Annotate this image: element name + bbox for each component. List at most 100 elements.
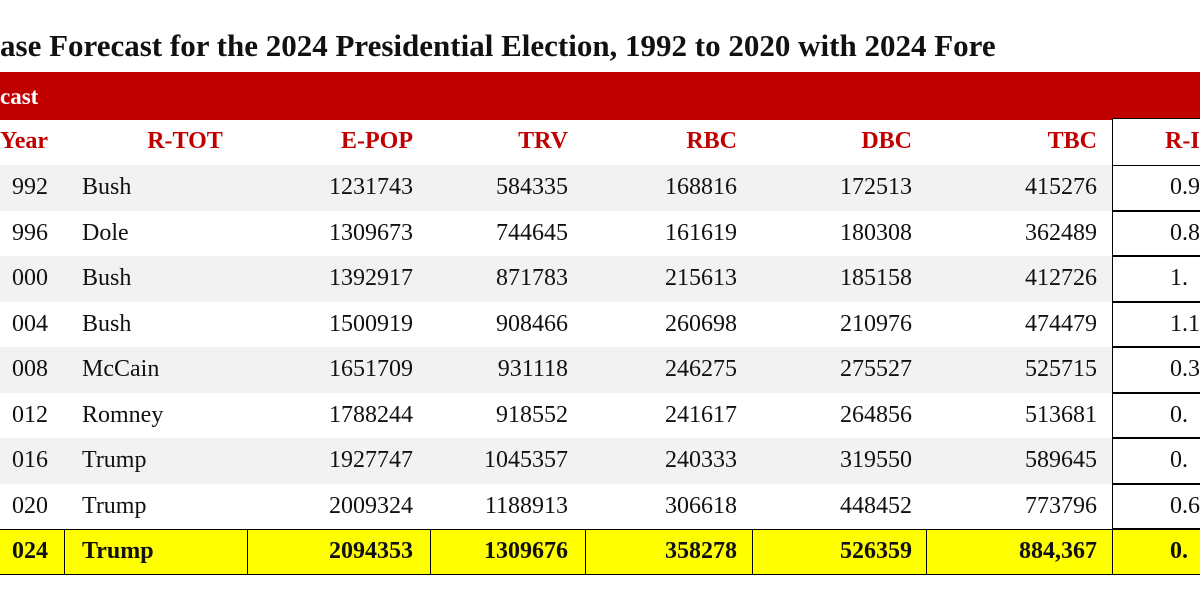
table-cell: 525715 <box>1025 356 1097 382</box>
table-cell: 161619 <box>665 219 737 246</box>
table-row <box>0 347 1112 393</box>
table-cell: 275527 <box>840 356 912 382</box>
cell-border <box>430 529 431 575</box>
table-cell: 1927747 <box>329 447 413 473</box>
last-column-cell <box>1112 165 1200 211</box>
table-row <box>0 210 1112 256</box>
table-cell: 020 <box>12 492 48 519</box>
table-cell: 1788244 <box>329 401 413 428</box>
table-row <box>0 301 1112 347</box>
table-cell: 000 <box>12 265 48 291</box>
table-cell: 1. <box>1170 265 1188 291</box>
table-cell: Dole <box>82 219 129 246</box>
table-cell: 016 <box>12 447 48 473</box>
table-cell: 584335 <box>496 174 568 200</box>
table-cell: 241617 <box>665 401 737 428</box>
cell-border <box>64 529 65 575</box>
table-cell: 185158 <box>840 265 912 291</box>
table-cell: 306618 <box>665 492 737 519</box>
table-cell: Bush <box>82 174 132 200</box>
last-column-cell <box>1112 347 1200 393</box>
table-cell: 2094353 <box>329 538 413 564</box>
table-cell: Trump <box>82 538 154 564</box>
table-cell: 0. <box>1170 401 1188 428</box>
table-cell: Romney <box>82 401 164 428</box>
table-cell: 215613 <box>665 265 737 291</box>
table-cell: 1.1 <box>1170 310 1200 337</box>
table-cell: 1309673 <box>329 219 413 246</box>
table-cell: 180308 <box>840 219 912 246</box>
table-cell: 1231743 <box>329 174 413 200</box>
table-cell: 362489 <box>1025 219 1097 246</box>
cell-border <box>247 529 248 575</box>
column-header: RBC <box>686 128 737 154</box>
table-cell: 2009324 <box>329 492 413 519</box>
table-cell: 773796 <box>1025 492 1097 519</box>
table-cell: 908466 <box>496 310 568 337</box>
title: ase Forecast for the 2024 Presidential E… <box>0 28 996 63</box>
table-cell: 260698 <box>665 310 737 337</box>
table-row <box>0 392 1112 438</box>
table-cell: 246275 <box>665 356 737 382</box>
last-column-cell <box>1112 256 1200 302</box>
table-cell: 526359 <box>840 538 912 564</box>
table-cell: 1045357 <box>484 447 568 473</box>
table-cell: Trump <box>82 447 147 473</box>
table-cell: 1188913 <box>484 492 568 519</box>
table-cell: 012 <box>12 401 48 428</box>
column-header: TBC <box>1047 128 1097 154</box>
table-cell: 1651709 <box>329 356 413 382</box>
table-cell: Bush <box>82 310 132 337</box>
table-cell: 884,367 <box>1019 538 1097 564</box>
table-cell: 1309676 <box>484 538 568 564</box>
column-header: DBC <box>861 128 912 154</box>
table-cell: 931118 <box>497 356 568 382</box>
table-cell: 024 <box>12 538 48 564</box>
table-cell: 918552 <box>496 401 568 428</box>
table-cell: 240333 <box>665 447 737 473</box>
table-cell: 0. <box>1170 447 1188 473</box>
last-column-cell <box>1112 301 1200 347</box>
table-cell: 415276 <box>1025 174 1097 200</box>
table-row <box>0 256 1112 302</box>
table-cell: 871783 <box>496 265 568 291</box>
column-header: E-POP <box>341 128 413 154</box>
table-cell: 996 <box>12 219 48 246</box>
column-header: R-TOT <box>147 128 223 154</box>
header-last-cell <box>1112 118 1200 165</box>
table-cell: 008 <box>12 356 48 382</box>
table-cell: 1500919 <box>329 310 413 337</box>
table-cell: 448452 <box>840 492 912 519</box>
last-column-cell <box>1112 438 1200 484</box>
table-cell: 474479 <box>1025 310 1097 337</box>
table-row <box>0 483 1112 529</box>
table-cell: 0.8 <box>1170 219 1200 246</box>
table-cell: McCain <box>82 356 160 382</box>
table-cell: 004 <box>12 310 48 337</box>
column-header: R-I <box>1165 128 1200 154</box>
last-column-cell <box>1112 483 1200 529</box>
banner-text: cast <box>0 84 39 109</box>
table-cell: 210976 <box>840 310 912 337</box>
table-cell: 172513 <box>840 174 912 200</box>
last-column-cell <box>1112 210 1200 256</box>
column-header: Year <box>0 128 48 154</box>
table-row <box>0 438 1112 484</box>
banner: cast <box>0 72 1200 120</box>
table-cell: 412726 <box>1025 265 1097 291</box>
table-cell: Bush <box>82 265 132 291</box>
table-cell: 168816 <box>665 174 737 200</box>
cell-border <box>585 529 586 575</box>
last-column-cell <box>1112 529 1200 575</box>
table-cell: 1392917 <box>329 265 413 291</box>
column-header: TRV <box>518 128 568 154</box>
table-cell: 358278 <box>665 538 737 564</box>
table-cell: 513681 <box>1025 401 1097 428</box>
table-cell: 319550 <box>840 447 912 473</box>
table-cell: Trump <box>82 492 147 519</box>
table-cell: 0.9 <box>1170 174 1200 200</box>
table-row <box>0 165 1112 211</box>
table-cell: 744645 <box>496 219 568 246</box>
last-column-cell <box>1112 392 1200 438</box>
